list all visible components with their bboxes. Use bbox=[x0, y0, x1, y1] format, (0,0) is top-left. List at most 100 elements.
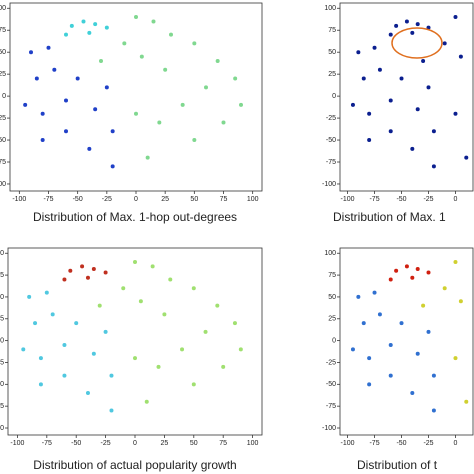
scatter-point bbox=[93, 22, 98, 27]
y-tick-label: -100 bbox=[322, 181, 336, 188]
scatter-point bbox=[453, 259, 458, 264]
scatter-point bbox=[91, 266, 96, 271]
y-tick-label: -50 bbox=[326, 137, 336, 144]
x-tick-label: 50 bbox=[190, 440, 198, 447]
scatter-point bbox=[426, 85, 431, 90]
scatter-point bbox=[85, 275, 90, 280]
x-tick-label: -50 bbox=[396, 440, 406, 447]
scatter-point bbox=[192, 138, 197, 143]
scatter-point bbox=[203, 329, 208, 334]
y-tick-label: 75 bbox=[0, 27, 6, 34]
scatter-point bbox=[40, 138, 45, 143]
scatter-point bbox=[85, 391, 90, 396]
y-tick-label: 0 bbox=[0, 337, 4, 344]
scatter-point bbox=[133, 259, 137, 264]
axes-frame bbox=[9, 2, 263, 192]
scatter-point bbox=[426, 329, 431, 334]
scatter-point bbox=[34, 76, 39, 81]
x-tick-label: -50 bbox=[73, 196, 83, 203]
scatter-point bbox=[44, 290, 49, 295]
x-tick-label: 0 bbox=[134, 196, 138, 203]
scatter-point bbox=[372, 290, 377, 295]
scatter-point bbox=[62, 342, 67, 347]
x-tick-label: 0 bbox=[454, 440, 458, 447]
scatter-point bbox=[38, 356, 43, 361]
scatter-point bbox=[104, 85, 109, 90]
scatter-point bbox=[464, 399, 469, 404]
y-tick-label: 25 bbox=[328, 316, 336, 323]
y-tick-label: -75 bbox=[0, 159, 6, 166]
scatter-point bbox=[388, 373, 393, 378]
x-tick-label: -100 bbox=[341, 196, 355, 203]
scatter-point bbox=[87, 146, 92, 151]
scatter-point bbox=[388, 98, 393, 103]
scatter-point bbox=[99, 58, 103, 63]
y-tick-label: -100 bbox=[0, 425, 4, 432]
scatter-point bbox=[109, 373, 114, 378]
scatter-point bbox=[23, 102, 28, 107]
scatter-point bbox=[233, 76, 238, 81]
scatter-point bbox=[404, 264, 409, 269]
highlight-ellipse bbox=[391, 27, 443, 59]
scatter-point bbox=[215, 58, 220, 63]
scatter-point bbox=[69, 23, 74, 28]
scatter-point bbox=[458, 54, 463, 59]
scatter-point bbox=[145, 155, 150, 160]
scatter-point bbox=[91, 351, 96, 356]
scatter-point bbox=[431, 373, 436, 378]
x-tick-label: -25 bbox=[101, 440, 111, 447]
plot-area bbox=[23, 15, 243, 169]
x-tick-label: 100 bbox=[247, 440, 259, 447]
y-tick-label: -25 bbox=[0, 115, 6, 122]
scatter-point bbox=[399, 76, 404, 81]
y-tick-label: 0 bbox=[332, 337, 336, 344]
scatter-point bbox=[169, 32, 173, 37]
scatter-point bbox=[163, 67, 168, 72]
scatter-point bbox=[156, 364, 161, 369]
y-tick-label: 100 bbox=[0, 250, 4, 257]
scatter-point bbox=[110, 164, 115, 169]
scatter-point bbox=[399, 321, 404, 326]
y-tick-label: -75 bbox=[326, 159, 336, 166]
scatter-point bbox=[103, 270, 108, 275]
x-tick-label: -25 bbox=[102, 196, 112, 203]
scatter-point bbox=[75, 76, 80, 81]
y-tick-label: 100 bbox=[324, 250, 336, 257]
y-tick-label: -50 bbox=[0, 381, 4, 388]
scatter-point bbox=[46, 45, 51, 50]
scatter-point bbox=[110, 129, 115, 134]
y-tick-label: -100 bbox=[322, 425, 336, 432]
x-tick-label: 0 bbox=[133, 440, 137, 447]
x-tick-label: 100 bbox=[247, 196, 259, 203]
scatter-point bbox=[232, 321, 237, 326]
scatter-point bbox=[162, 312, 167, 317]
axes-frame bbox=[339, 2, 474, 192]
axes-frame bbox=[7, 247, 263, 436]
y-tick-label: -25 bbox=[326, 115, 336, 122]
y-tick-label: 25 bbox=[328, 71, 336, 78]
plot-area bbox=[350, 15, 469, 169]
scatter-point bbox=[410, 275, 415, 280]
scatter-point bbox=[431, 408, 436, 413]
scatter-point bbox=[62, 277, 67, 282]
scatter-point bbox=[122, 41, 127, 46]
scatter-point bbox=[410, 30, 415, 35]
scatter-point bbox=[388, 129, 393, 134]
scatter-point bbox=[367, 111, 372, 116]
scatter-point bbox=[361, 321, 366, 326]
scatter-point bbox=[426, 270, 431, 275]
scatter-point bbox=[356, 294, 361, 299]
x-tick-label: -100 bbox=[10, 440, 24, 447]
scatter-point bbox=[139, 54, 144, 59]
scatter-point bbox=[74, 321, 79, 326]
scatter-point bbox=[151, 19, 156, 24]
x-tick-label: -75 bbox=[42, 440, 52, 447]
y-tick-label: 50 bbox=[328, 294, 336, 301]
scatter-point bbox=[464, 155, 469, 160]
scatter-point bbox=[388, 342, 393, 347]
scatter-point bbox=[221, 364, 226, 369]
scatter-point bbox=[21, 347, 26, 352]
scatter-point bbox=[38, 382, 43, 387]
y-tick-label: 50 bbox=[0, 49, 6, 56]
y-tick-label: 25 bbox=[0, 71, 6, 78]
